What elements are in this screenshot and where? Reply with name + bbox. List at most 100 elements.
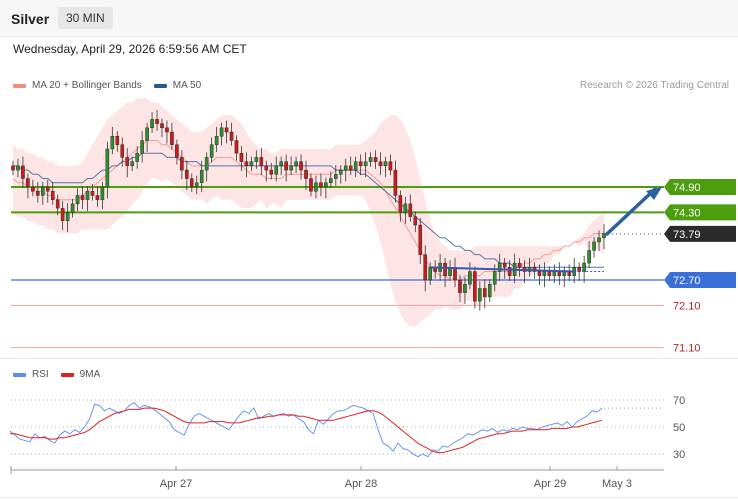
candle-body	[115, 136, 120, 145]
candle-body	[602, 233, 606, 238]
candle-body	[160, 123, 164, 129]
candle-body	[408, 203, 413, 217]
candle-body	[21, 165, 25, 179]
candle-body	[189, 178, 194, 188]
candle-body	[478, 288, 482, 302]
candle-body	[577, 267, 581, 272]
legend-9ma-label: 9MA	[79, 369, 101, 380]
level-tag-73-79	[664, 225, 736, 242]
x-tick-label: Apr 29	[534, 478, 566, 490]
candle-body	[363, 161, 368, 167]
candle-body	[353, 161, 358, 171]
candle-body	[239, 152, 244, 162]
candle-body	[388, 161, 393, 171]
candle-body	[219, 127, 224, 137]
candle-body	[155, 119, 159, 124]
candle-body	[16, 165, 20, 171]
candle-body	[443, 262, 447, 276]
candle-body	[383, 161, 388, 167]
candle-body	[487, 284, 492, 298]
candle-body	[259, 157, 264, 167]
candle-body	[557, 271, 562, 276]
candle-body	[309, 178, 313, 192]
candle-body	[110, 136, 115, 150]
candle-body	[453, 267, 457, 281]
timeframe-tab[interactable]: 30 MIN	[58, 7, 113, 29]
candle-body	[378, 161, 383, 167]
candle-body	[75, 195, 80, 205]
candle-body	[65, 212, 70, 222]
level-label-71-10: 71.10	[673, 343, 701, 355]
bottom-border	[0, 497, 738, 498]
candles-group	[11, 110, 606, 311]
candle-body	[334, 174, 338, 179]
candle-body	[31, 186, 35, 192]
candle-body	[497, 262, 502, 272]
candle-body	[284, 161, 288, 171]
candle-body	[393, 169, 398, 196]
candle-body	[199, 169, 204, 183]
candle-body	[428, 267, 432, 281]
candle-body	[249, 161, 254, 167]
candle-body	[552, 271, 557, 276]
legend-rsi-swatch	[13, 372, 26, 377]
candle-body	[11, 165, 15, 171]
level-label-74-90: 74.90	[673, 182, 701, 194]
candle-body	[90, 191, 95, 196]
candle-body	[502, 262, 507, 268]
candle-body	[229, 131, 234, 141]
candle-body	[209, 144, 214, 158]
candle-body	[264, 165, 269, 171]
instrument-title: Silver	[11, 11, 50, 27]
candle-body	[50, 191, 55, 200]
candle-body	[373, 157, 378, 162]
candle-body	[582, 262, 586, 272]
datetime-label: Wednesday, April 29, 2026 6:59:56 AM CET	[13, 42, 247, 56]
candle-body	[492, 271, 497, 285]
candle-body	[36, 191, 40, 196]
candle-body	[185, 169, 189, 179]
legend-ma50-label: MA 50	[172, 80, 202, 91]
candle-body	[170, 131, 174, 145]
candle-body	[95, 195, 100, 200]
candle-body	[55, 199, 60, 209]
candle-body	[175, 144, 179, 158]
candle-body	[592, 241, 596, 251]
candle-body	[180, 157, 184, 171]
candle-body	[507, 267, 512, 276]
rsi-tick-30: 30	[673, 449, 685, 461]
legend-rsi: RSI	[13, 369, 49, 380]
candle-body	[145, 127, 149, 141]
legend-ma50: MA 50	[153, 80, 202, 91]
candle-body	[244, 161, 249, 167]
candle-body	[120, 144, 125, 158]
candle-body	[368, 157, 373, 162]
level-label-73-79: 73.79	[673, 229, 701, 241]
candle-body	[214, 136, 219, 145]
candle-body	[329, 178, 333, 183]
candle-body	[463, 284, 467, 293]
candle-body	[135, 152, 139, 162]
candle-body	[458, 279, 462, 293]
candle-body	[542, 271, 547, 276]
price-legend: MA 20 + Bollinger Bands MA 50	[13, 80, 213, 91]
candle-body	[194, 182, 199, 188]
candle-body	[294, 161, 298, 167]
candle-body	[100, 186, 105, 200]
candle-body	[45, 186, 50, 192]
top-bar: Silver 30 MIN	[0, 0, 738, 37]
legend-ma20: MA 20 + Bollinger Bands	[13, 80, 142, 91]
candle-body	[40, 186, 45, 196]
candle-body	[165, 127, 169, 133]
ma20-line	[12, 140, 604, 281]
legend-rsi-label: RSI	[32, 369, 49, 380]
candle-body	[105, 148, 110, 188]
x-tick-label: Apr 27	[160, 478, 192, 490]
candle-body	[80, 195, 85, 200]
candle-body	[403, 203, 408, 213]
rsi-legend: RSI 9MA	[13, 369, 112, 380]
candle-body	[140, 140, 144, 154]
level-tag-74-30	[664, 204, 736, 221]
candle-body	[473, 271, 477, 302]
